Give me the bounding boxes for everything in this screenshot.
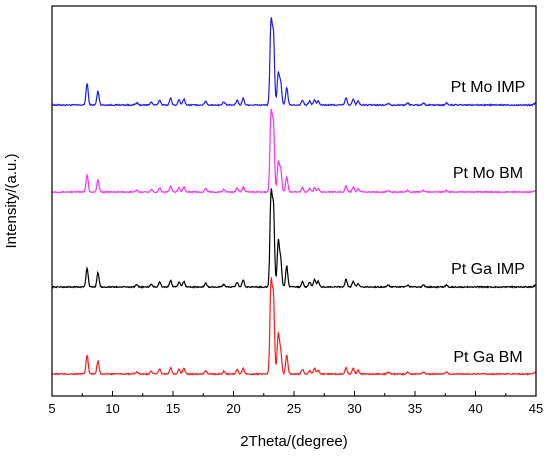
x-tick-label: 45 — [529, 401, 543, 416]
plot-frame — [51, 5, 537, 397]
x-axis-ticks: 5 10 15 20 25 30 35 40 45 — [48, 391, 543, 416]
x-tick-label: 35 — [408, 401, 422, 416]
series-label-pt-ga-bm: Pt Ga BM — [453, 349, 522, 366]
x-tick-label: 5 — [48, 401, 55, 416]
series-traces — [51, 17, 537, 376]
series-label-pt-mo-bm: Pt Mo BM — [453, 165, 523, 182]
x-tick-label: 10 — [105, 401, 119, 416]
series-labels: Pt Mo IMP Pt Mo BM Pt Ga IMP Pt Ga BM — [451, 79, 526, 366]
series-line-pt-ga-bm — [51, 277, 537, 376]
x-tick-label: 15 — [166, 401, 180, 416]
x-axis-title: 2Theta/(degree) — [240, 433, 348, 450]
x-tick-label: 40 — [468, 401, 482, 416]
series-line-pt-mo-imp — [51, 17, 537, 107]
x-tick-label: 30 — [347, 401, 361, 416]
series-label-pt-ga-imp: Pt Ga IMP — [451, 261, 525, 278]
series-label-pt-mo-imp: Pt Mo IMP — [451, 79, 526, 96]
x-tick-label: 20 — [226, 401, 240, 416]
y-axis-title: Intensity/(a.u.) — [3, 153, 20, 248]
series-line-pt-ga-imp — [51, 188, 537, 289]
series-line-pt-mo-bm — [51, 108, 537, 194]
x-tick-label: 25 — [287, 401, 301, 416]
